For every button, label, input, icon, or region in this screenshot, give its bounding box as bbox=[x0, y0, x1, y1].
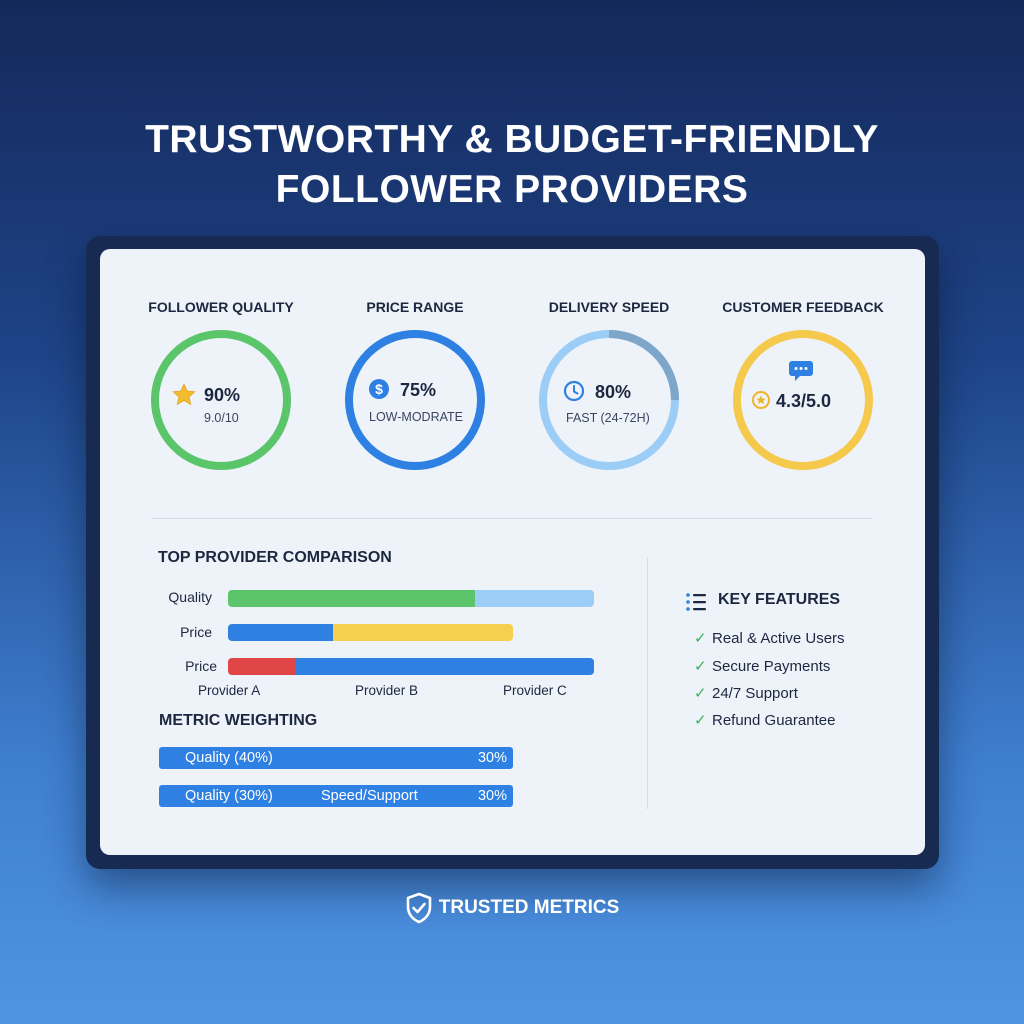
svg-text:$: $ bbox=[375, 381, 383, 397]
metric-value: 80% bbox=[595, 382, 632, 402]
comparison-title: TOP PROVIDER COMPARISON bbox=[158, 549, 392, 566]
metric-ring: $ 75% LOW-MODRATE bbox=[342, 327, 488, 473]
check-icon: ✓ bbox=[694, 712, 707, 729]
page-title-line-2: FOLLOWER PROVIDERS bbox=[275, 168, 749, 211]
feature-item: ✓ Secure Payments bbox=[694, 657, 830, 675]
bar-segment-provider-a bbox=[228, 590, 476, 607]
metric-sub: LOW-MODRATE bbox=[369, 410, 463, 424]
weighting-right-label: 30% bbox=[477, 788, 507, 804]
check-icon: ✓ bbox=[694, 630, 707, 647]
metric-sub: 9.0/10 bbox=[204, 411, 239, 425]
chat-bubble-icon bbox=[789, 361, 813, 381]
comparison-bar-price-2 bbox=[228, 658, 594, 675]
dashboard-card: FOLLOWER QUALITY 90% 9.0/10 PRICE RANGE bbox=[100, 249, 925, 855]
page-title-line-1: TRUSTWORTHY & BUDGET-FRIENDLY bbox=[145, 118, 879, 161]
provider-label: Provider C bbox=[503, 683, 567, 698]
bar-segment-provider-a bbox=[228, 658, 296, 675]
award-icon bbox=[752, 391, 770, 409]
comparison-row-label: Price bbox=[180, 624, 212, 640]
metric-label: CUSTOMER FEEDBACK bbox=[722, 299, 884, 315]
shield-check-icon bbox=[406, 892, 432, 924]
column-divider bbox=[647, 557, 648, 809]
brand-name: TRUSTED METRICS bbox=[438, 897, 620, 918]
weighting-bar: Quality (30%) Speed/Support 30% bbox=[159, 785, 513, 807]
bar-segment-provider-a bbox=[228, 624, 334, 641]
comparison-row-label: Price bbox=[185, 658, 217, 674]
dollar-icon: $ bbox=[369, 379, 389, 399]
metric-value: 75% bbox=[400, 380, 437, 400]
feature-label: Refund Guarantee bbox=[712, 712, 836, 729]
metric-sub: FAST (24-72H) bbox=[566, 411, 650, 425]
feature-label: 24/7 Support bbox=[712, 685, 798, 702]
metric-label: FOLLOWER QUALITY bbox=[148, 299, 294, 315]
metric-value: 4.3/5.0 bbox=[776, 391, 832, 411]
footer-brand: TRUSTED METRICS bbox=[0, 892, 1024, 924]
comparison-bar-price bbox=[228, 624, 513, 641]
weighting-left-label: Quality (30%) bbox=[185, 788, 273, 804]
feature-label: Real & Active Users bbox=[712, 630, 845, 647]
star-icon bbox=[172, 383, 196, 406]
weighting-left-label: Quality (40%) bbox=[185, 750, 273, 766]
provider-label: Provider B bbox=[355, 683, 419, 698]
metric-label: DELIVERY SPEED bbox=[548, 299, 670, 315]
weighting-middle-label: Speed/Support bbox=[321, 788, 418, 804]
weighting-right-label: 30% bbox=[477, 750, 507, 766]
section-divider bbox=[152, 518, 872, 519]
list-icon bbox=[686, 593, 706, 611]
clock-icon bbox=[563, 380, 585, 402]
feature-item: ✓ Refund Guarantee bbox=[694, 711, 835, 729]
metric-label: PRICE RANGE bbox=[366, 299, 464, 315]
feature-item: ✓ 24/7 Support bbox=[694, 684, 798, 702]
feature-label: Secure Payments bbox=[712, 658, 831, 675]
weighting-bar: Quality (40%) 30% bbox=[159, 747, 513, 769]
weighting-title: METRIC WEIGHTING bbox=[159, 712, 318, 729]
features-title: KEY FEATURES bbox=[718, 591, 841, 608]
bar-segment-provider-b bbox=[475, 590, 594, 607]
metric-ring: 80% FAST (24-72H) bbox=[536, 327, 682, 473]
page-title: TRUSTWORTHY & BUDGET-FRIENDLY FOLLOWER P… bbox=[0, 115, 1024, 215]
comparison-row-label: Quality bbox=[168, 589, 212, 605]
provider-label: Provider A bbox=[198, 683, 261, 698]
metric-ring: 90% 9.0/10 bbox=[148, 327, 294, 473]
comparison-bar-quality bbox=[228, 590, 594, 607]
feature-item: ✓ Real & Active Users bbox=[694, 629, 845, 647]
bar-segment-provider-b bbox=[333, 624, 513, 641]
bar-segment-provider-c bbox=[295, 658, 594, 675]
check-icon: ✓ bbox=[694, 685, 707, 702]
metric-ring: 4.3/5.0 bbox=[730, 327, 876, 473]
check-icon: ✓ bbox=[694, 658, 707, 675]
metric-value: 90% bbox=[204, 385, 241, 405]
